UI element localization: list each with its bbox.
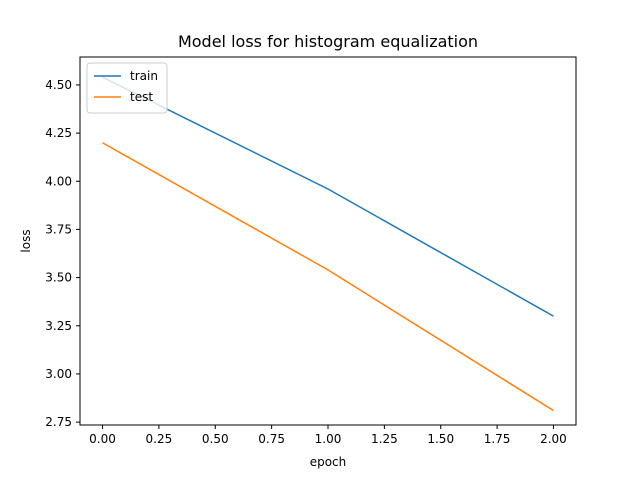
legend: train test (86, 62, 168, 114)
x-tick-label: 0.50 (202, 432, 229, 446)
legend-label-train: train (130, 69, 158, 83)
y-tick-label: 3.75 (45, 222, 72, 236)
y-axis-label: loss (19, 229, 33, 252)
x-axis-ticks: 0.00 0.25 0.50 0.75 1.00 1.25 1.50 1.75 2.00 (89, 425, 567, 446)
chart-title: Model loss for histogram equalization (177, 32, 479, 51)
y-tick-label: 2.75 (45, 415, 72, 429)
x-tick-label: 1.50 (427, 432, 454, 446)
y-axis-ticks: 2.75 3.00 3.25 3.50 3.75 4.00 4.25 4.50 (45, 78, 80, 429)
x-tick-label: 0.75 (258, 432, 285, 446)
y-tick-label: 3.50 (45, 271, 72, 285)
y-tick-label: 4.25 (45, 126, 72, 140)
y-tick-label: 3.25 (45, 319, 72, 333)
x-tick-label: 1.25 (371, 432, 398, 446)
x-tick-label: 1.75 (484, 432, 511, 446)
x-axis-label: epoch (310, 455, 347, 469)
x-tick-label: 1.00 (315, 432, 342, 446)
y-tick-label: 4.00 (45, 174, 72, 188)
series-layer (102, 76, 554, 412)
y-tick-label: 3.00 (45, 367, 72, 381)
x-tick-label: 0.00 (89, 432, 116, 446)
series-line-train (102, 76, 554, 317)
legend-label-test: test (130, 90, 153, 104)
y-tick-label: 4.50 (45, 78, 72, 92)
x-tick-label: 0.25 (146, 432, 173, 446)
series-line-test (102, 142, 554, 412)
x-tick-label: 2.00 (540, 432, 567, 446)
